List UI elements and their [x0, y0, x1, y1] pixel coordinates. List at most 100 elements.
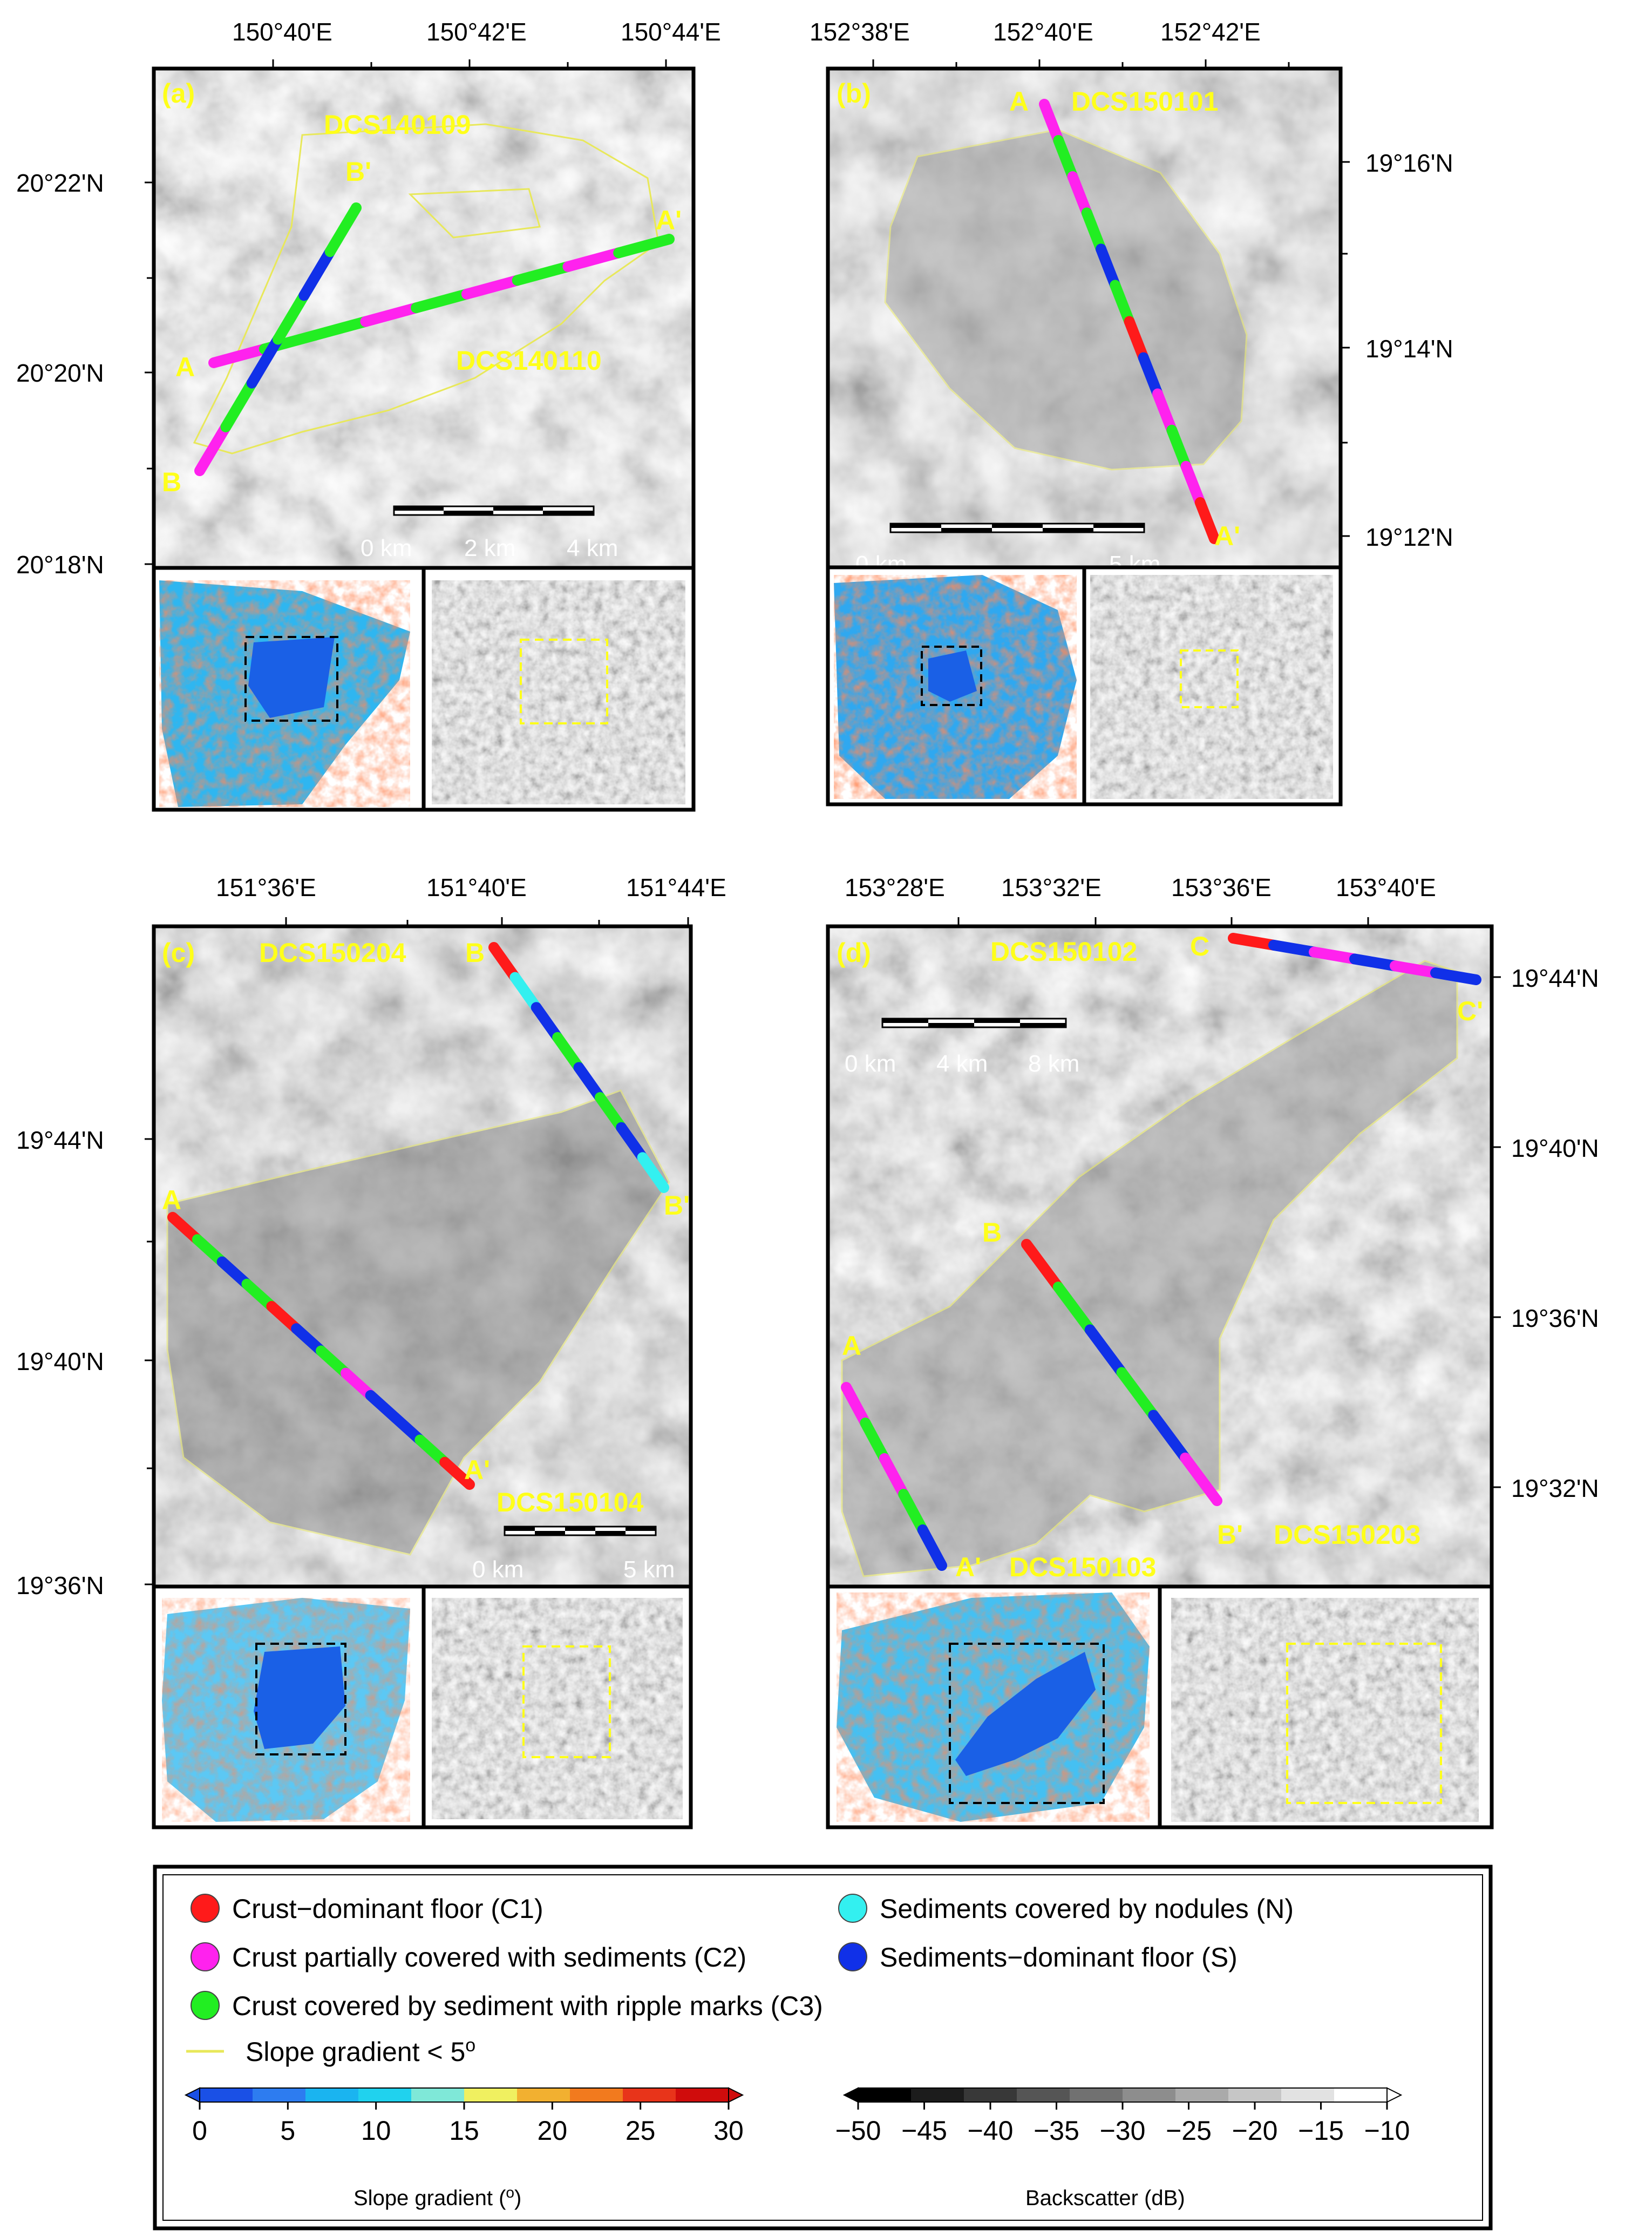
slope-colorbar: 0 5 10 15 20 25 30: [184, 2087, 744, 2146]
panel-d-endpoint-B: B: [982, 1217, 1002, 1248]
transect-segment-c1: [1228, 933, 1279, 951]
panel-d-scale-8: 8 km: [1028, 1050, 1079, 1077]
panel-a-slope-inset-box: [244, 636, 338, 722]
panel-a-slope-contour: [193, 123, 660, 455]
transect-segment-c2: [208, 343, 270, 368]
legend-label-s: Sediments−dominant floor (S): [880, 1942, 1238, 1972]
panel-a-xtick-2: 150°42'E: [426, 18, 527, 46]
colorbar-swatch: [305, 2088, 359, 2102]
transect-segment-n: [637, 1152, 669, 1193]
legend-swatch-c3: [191, 1991, 220, 2020]
backscatter-colorbar-title: Backscatter (dB): [1025, 2186, 1185, 2210]
colorbar-tick-label: 10: [361, 2116, 391, 2146]
colorbar-tick-label: 15: [449, 2116, 479, 2146]
transect-segment-c2: [194, 421, 232, 476]
panel-b-backscatter-inset-box: [1180, 649, 1239, 708]
colorbar-swatch: [1281, 2088, 1335, 2102]
panel-c-xtick-2: 151°40'E: [426, 873, 527, 901]
colorbar-swatch: [911, 2088, 964, 2102]
transect-segment-c3: [192, 1234, 228, 1267]
panel-b-slope-inset-box: [921, 646, 982, 706]
panel-d-transect-b: [1021, 1239, 1222, 1506]
colorbar-swatch: [411, 2088, 465, 2102]
panel-a-backscatter-inset: [432, 580, 685, 804]
panel-c-slope-inset-box: [255, 1643, 346, 1755]
legend: Crust−dominant floor (C1) Crust partiall…: [153, 1865, 1493, 2231]
transect-segment-c3: [1053, 135, 1078, 182]
panel-d-endpoint-C-prime: C': [1457, 996, 1483, 1026]
panel-a-ytick-2: 20°20'N: [16, 359, 104, 387]
transect-segment-s: [573, 1062, 606, 1103]
panel-d-ytick-3: 19°36'N: [1511, 1304, 1599, 1332]
legend-label-c1: Crust−dominant floor (C1): [232, 1894, 543, 1924]
panel-c-xtick-3: 151°44'E: [626, 873, 726, 901]
backscatter-colorbar: −50 −45 −40 −35 −30 −25 −20 −15 −10: [835, 2087, 1410, 2146]
colorbar-swatch: [964, 2088, 1017, 2102]
panel-d-transect-c: [1228, 933, 1481, 985]
panel-d-transect-a: [841, 1382, 947, 1571]
transect-segment-s: [531, 1002, 563, 1043]
legend-swatch-c2: [191, 1942, 220, 1971]
panel-a: (a) DCS140109 DCS140110 A A' B B' 0 km 2…: [16, 18, 721, 812]
panel-a-backscatter-map: [154, 69, 694, 568]
panel-c-backscatter-inset-box: [522, 1645, 611, 1758]
transect-segment-c1: [488, 942, 521, 983]
colorbar-tick-label: −35: [1034, 2116, 1079, 2146]
colorbar-tick-label: 30: [713, 2116, 744, 2146]
transect-segment-c3: [309, 316, 371, 341]
panel-b-transect-a: [1039, 99, 1220, 544]
colorbar-swatch: [1123, 2088, 1176, 2102]
transect-segment-s: [365, 1390, 401, 1423]
colorbar-tick-label: −50: [835, 2116, 881, 2146]
panel-d-scale-0: 0 km: [845, 1050, 896, 1077]
colorbar-swatch: [253, 2088, 306, 2102]
transect-segment-c3: [552, 1032, 584, 1073]
colorbar-swatch: [464, 2088, 518, 2102]
transect-segment-c2: [562, 247, 624, 272]
panel-c-ytick-1: 19°44'N: [16, 1126, 104, 1154]
transect-segment-n: [509, 972, 542, 1013]
panel-a-ytick-3: 20°18'N: [16, 551, 104, 579]
colorbar-swatch: [623, 2088, 676, 2102]
slope-colorbar-title: Slope gradient (o): [353, 2184, 521, 2210]
panel-c-xtick-1: 151°36'E: [216, 873, 316, 901]
panel-a-endpoint-A: A: [175, 352, 195, 382]
panel-d-xtick-3: 153°36'E: [1171, 873, 1272, 901]
transect-segment-s: [616, 1122, 648, 1163]
legend-swatch-n: [838, 1894, 867, 1923]
panel-d-backscatter-inset: [1171, 1598, 1479, 1822]
legend-label-c2: Crust partially covered with sediments (…: [232, 1942, 746, 1972]
transect-segment-s: [390, 1412, 426, 1446]
panel-a-scale-2: 2 km: [464, 535, 515, 561]
panel-b-backscatter-inset: [1090, 575, 1333, 799]
transect-segment-c3: [1116, 1367, 1159, 1421]
panel-c-backscatter-inset: [432, 1598, 683, 1819]
transect-segment-c2: [1039, 99, 1064, 146]
panel-c-ytick-2: 19°40'N: [16, 1347, 104, 1375]
panel-d-ytick-1: 19°44'N: [1511, 964, 1599, 992]
transect-segment-c3: [860, 1418, 890, 1464]
panel-b-xtick-3: 152°42'E: [1160, 18, 1261, 46]
colorbar-swatch: [1334, 2088, 1388, 2102]
panel-d-ytick-2: 19°40'N: [1511, 1134, 1599, 1162]
transect-segment-c2: [1152, 388, 1178, 436]
panel-a-endpoint-B-prime: B': [345, 157, 371, 187]
colorbar-tick-label: −20: [1232, 2116, 1278, 2146]
transect-segment-c3: [594, 1092, 627, 1133]
transect-segment-c3: [414, 1434, 451, 1468]
transect-segment-s: [1084, 1324, 1127, 1378]
transect-segment-c1: [1194, 497, 1220, 544]
panel-c-scale-0: 0 km: [472, 1556, 524, 1583]
transect-segment-c2: [340, 1367, 376, 1401]
transect-segment-s: [917, 1524, 947, 1571]
panel-a-scale-0: 0 km: [361, 535, 412, 561]
panel-c-scale-bar: [504, 1526, 657, 1536]
colorbar-tick-label: −40: [968, 2116, 1014, 2146]
panel-c-endpoint-A-prime: A': [464, 1455, 490, 1485]
panel-d-xtick-1: 153°28'E: [845, 873, 945, 901]
colorbar-swatch: [1175, 2088, 1229, 2102]
panel-b-ytick-3: 19°12'N: [1365, 523, 1453, 551]
panel-a-xtick-3: 150°44'E: [621, 18, 721, 46]
panel-d-site-label-2: DCS150103: [1009, 1552, 1156, 1582]
